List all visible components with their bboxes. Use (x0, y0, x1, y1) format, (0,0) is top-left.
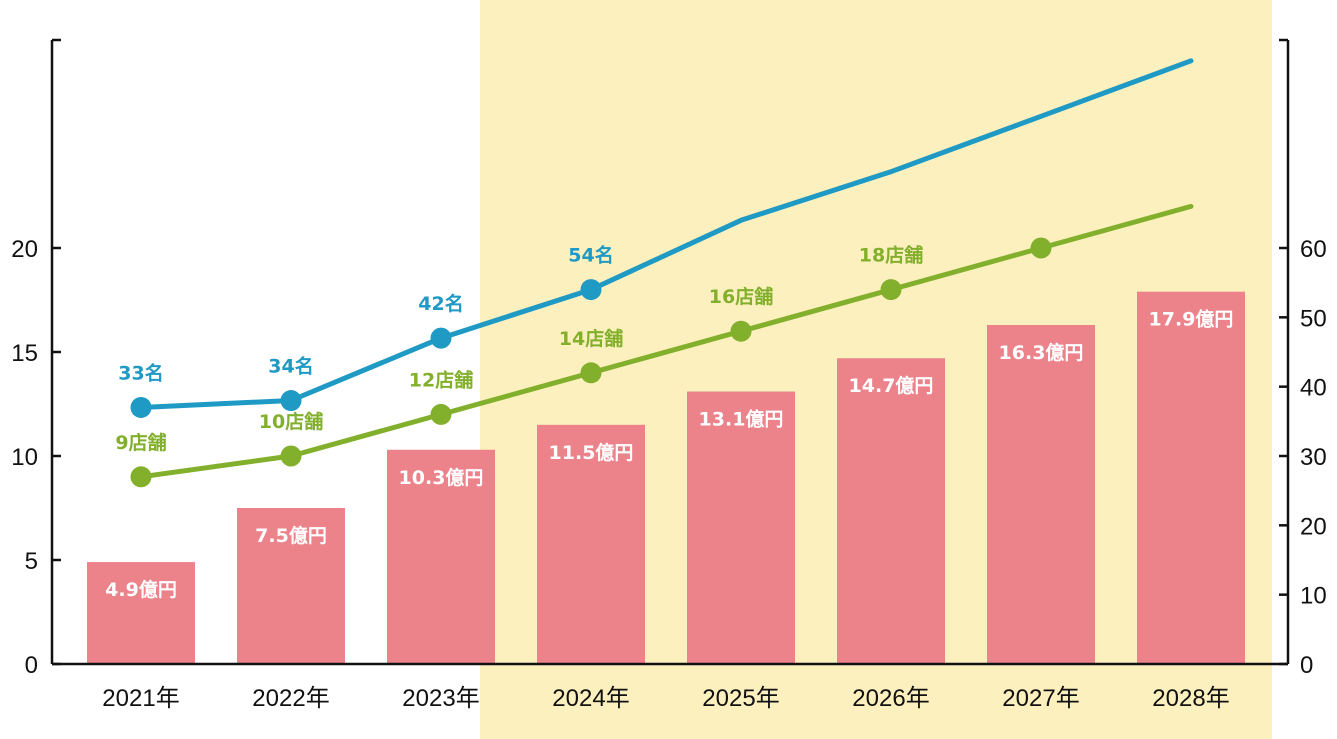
series-point-marker (580, 362, 602, 384)
bar-data-label: 4.9億円 (105, 578, 177, 601)
bar-data-label: 7.5億円 (255, 524, 327, 547)
bar (987, 324, 1095, 664)
right-axis-tick-label: 0 (1300, 652, 1313, 679)
labels-layer: 4.9億円 7.5億円 10.3億円 11.5億円 13.1億円 14.7億円 16.3億円… (105, 244, 1233, 601)
right-axis-tick-label: 30 (1300, 444, 1327, 471)
series-point-label: 12店舗 (409, 368, 473, 391)
left-axis-tick-label: 5 (25, 548, 38, 575)
bar (387, 449, 495, 664)
series-point-label: 34名 (268, 355, 313, 378)
series-point-label: 33名 (118, 361, 163, 384)
series-point-marker (430, 403, 452, 425)
bar (837, 358, 945, 664)
series-point-marker (430, 327, 452, 349)
x-axis-category-label: 2027年 (1002, 685, 1079, 712)
series-point-label: 14店舗 (559, 327, 623, 350)
series-point-label: 42名 (418, 292, 463, 315)
x-axis-category-label: 2022年 (252, 685, 329, 712)
series-point-label: 18店舗 (859, 244, 923, 267)
series-point-label: 54名 (568, 244, 613, 267)
series-point-marker (130, 466, 152, 488)
right-axis-tick-label: 40 (1300, 375, 1327, 402)
left-axis-tick-label: 15 (11, 340, 38, 367)
axes-layer: 0 5 10 15 20 0 10 20 30 40 50 60 2021年 2022年 2023年 2024… (11, 38, 1327, 712)
right-axis-tick-label: 60 (1300, 236, 1327, 263)
bar-data-label: 14.7億円 (849, 374, 934, 397)
left-axis-tick-label: 10 (11, 444, 38, 471)
lines-layer (130, 58, 1194, 488)
bar-data-label: 10.3億円 (399, 466, 484, 489)
left-axis-tick-label: 0 (25, 652, 38, 679)
right-axis-tick-label: 20 (1300, 513, 1327, 540)
bar-data-label: 13.1億円 (699, 408, 784, 431)
x-axis-category-label: 2023年 (402, 685, 479, 712)
bar (87, 562, 195, 664)
x-axis-category-label: 2025年 (702, 685, 779, 712)
series-point-marker (130, 396, 152, 418)
series-point-marker (1030, 237, 1052, 259)
series-line (138, 58, 1194, 410)
series-point-label: 9店舗 (115, 431, 166, 454)
bar-data-label: 17.9億円 (1149, 308, 1234, 331)
bar (537, 424, 645, 664)
bar (1137, 291, 1245, 664)
bar (687, 391, 795, 664)
x-axis-category-label: 2021年 (102, 685, 179, 712)
x-axis-category-label: 2026年 (852, 685, 929, 712)
bar (237, 508, 345, 664)
right-axis-tick-label: 10 (1300, 583, 1327, 610)
bar-data-label: 16.3億円 (999, 341, 1084, 364)
bar-data-label: 11.5億円 (549, 441, 634, 464)
series-point-marker (880, 279, 902, 301)
series-point-label: 10店舗 (259, 410, 323, 433)
series-point-marker (280, 390, 302, 412)
series-point-marker (280, 445, 302, 467)
right-axis-tick-label: 50 (1300, 305, 1327, 332)
x-axis-category-label: 2028年 (1152, 685, 1229, 712)
series-point-marker (730, 320, 752, 342)
bars-layer (87, 291, 1245, 664)
left-axis-tick-label: 20 (11, 236, 38, 263)
x-axis-category-label: 2024年 (552, 685, 629, 712)
series-point-label: 16店舗 (709, 285, 773, 308)
series-point-marker (580, 279, 602, 301)
series-line (138, 203, 1194, 480)
